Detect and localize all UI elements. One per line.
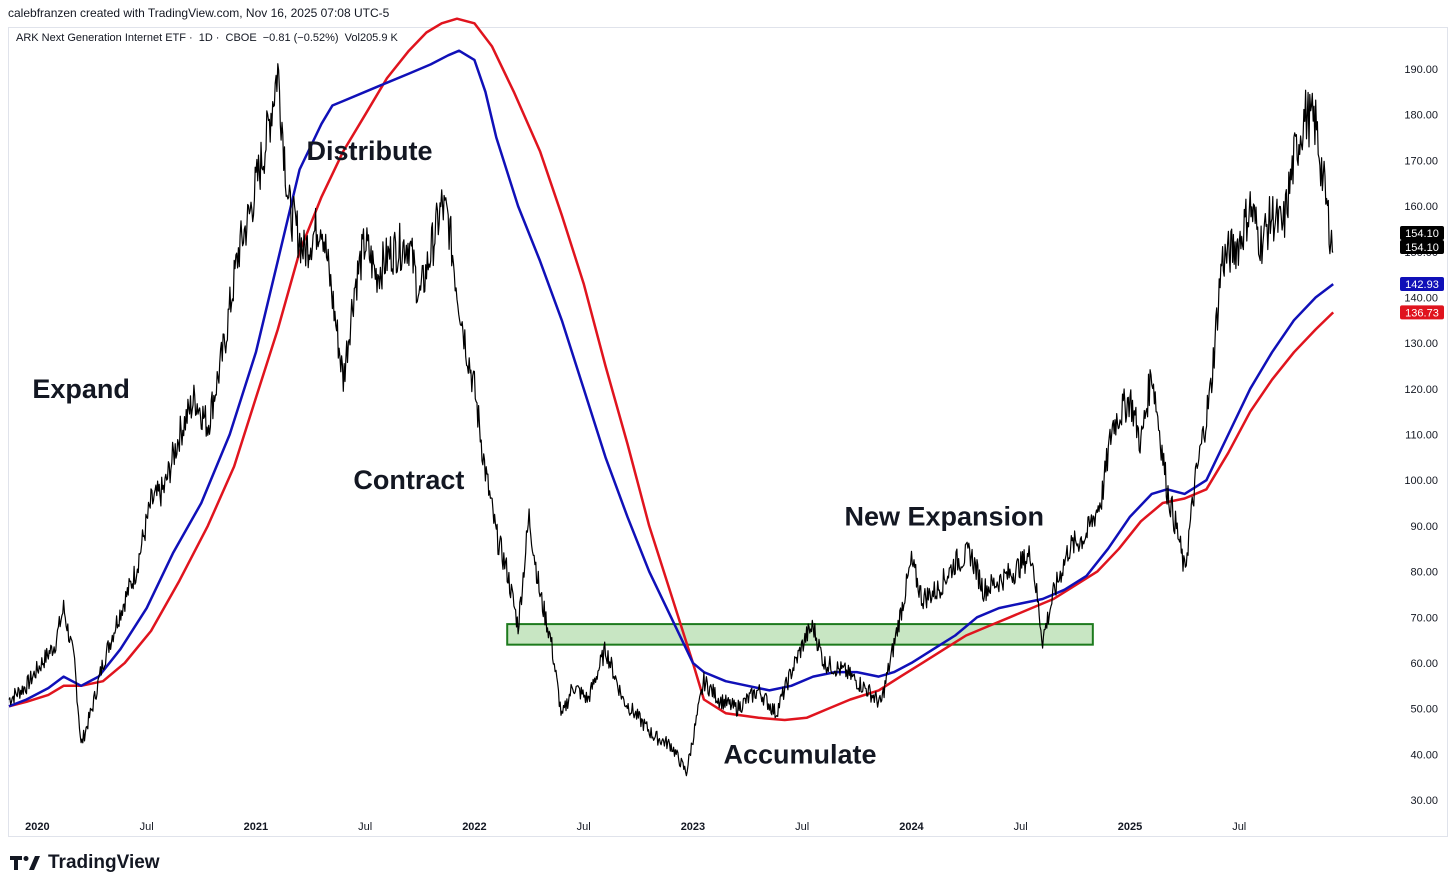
y-tick-label: 80.00 <box>1410 567 1438 579</box>
x-tick-label: Jul <box>1232 821 1246 833</box>
y-tick-label: 100.00 <box>1404 475 1438 487</box>
price-line[interactable] <box>8 63 1334 777</box>
price-tag-label: 142.93 <box>1405 279 1439 291</box>
y-tick-label: 190.00 <box>1404 64 1438 76</box>
symbol-name[interactable]: ARK Next Generation Internet ETF <box>16 32 186 44</box>
x-tick-label: 2025 <box>1118 821 1142 833</box>
y-tick-label: 70.00 <box>1410 612 1438 624</box>
y-tick-label: 110.00 <box>1405 430 1438 442</box>
x-tick-label: Jul <box>795 821 809 833</box>
chart-frame <box>8 27 1448 837</box>
x-tick-label: Jul <box>577 821 591 833</box>
phase-annotation: Expand <box>32 374 130 404</box>
price-tag-label: 136.73 <box>1405 307 1439 319</box>
symbol-legend: ARK Next Generation Internet ETF · 1D · CB… <box>16 32 398 44</box>
price-change: −0.81 (−0.52%) <box>262 32 339 44</box>
x-tick-label: Jul <box>358 821 372 833</box>
phase-annotation: Distribute <box>307 136 433 166</box>
moving-average-blue-line[interactable] <box>8 49 1334 708</box>
y-tick-label: 40.00 <box>1410 749 1438 761</box>
price-tag-label: 154.10 <box>1405 242 1439 254</box>
price-tag <box>1400 305 1444 320</box>
tradingview-logo[interactable]: TradingView <box>10 852 160 874</box>
y-tick-label: 90.00 <box>1410 521 1438 533</box>
x-tick-label: Jul <box>1014 821 1028 833</box>
x-tick-label: Jul <box>140 821 154 833</box>
phase-annotation: Accumulate <box>723 739 876 769</box>
price-tag-label: 154.10 <box>1405 228 1439 240</box>
price-tag <box>1400 277 1444 292</box>
x-tick-label: 2022 <box>462 821 486 833</box>
phase-annotation: New Expansion <box>844 502 1044 532</box>
x-tick-label: 2023 <box>681 821 705 833</box>
interval[interactable]: 1D <box>198 32 213 44</box>
y-tick-label: 120.00 <box>1404 384 1438 396</box>
y-tick-label: 130.00 <box>1404 338 1438 350</box>
moving-average-red-line[interactable] <box>8 17 1335 722</box>
y-tick-label: 180.00 <box>1404 110 1438 122</box>
y-tick-label: 30.00 <box>1410 795 1438 807</box>
support-zone-rect[interactable] <box>506 623 1094 646</box>
x-tick-label: 2021 <box>244 821 268 833</box>
y-tick-label: 160.00 <box>1404 201 1438 213</box>
y-tick-label: 140.00 <box>1404 292 1438 304</box>
x-tick-label: 2020 <box>25 821 49 833</box>
tradingview-logo-icon <box>10 856 40 870</box>
x-tick-label: 2024 <box>899 821 924 833</box>
y-tick-label: 50.00 <box>1410 704 1438 716</box>
price-tag <box>1400 226 1444 241</box>
created-by-line: calebfranzen created with TradingView.co… <box>8 6 390 20</box>
y-tick-label: 60.00 <box>1410 658 1438 670</box>
price-tag <box>1400 240 1444 255</box>
tradingview-wordmark: TradingView <box>48 852 160 873</box>
phase-annotation: Contract <box>353 465 464 495</box>
volume: Vol205.9 K <box>344 32 398 44</box>
exchange: CBOE <box>225 32 257 44</box>
y-tick-label: 170.00 <box>1404 155 1438 167</box>
